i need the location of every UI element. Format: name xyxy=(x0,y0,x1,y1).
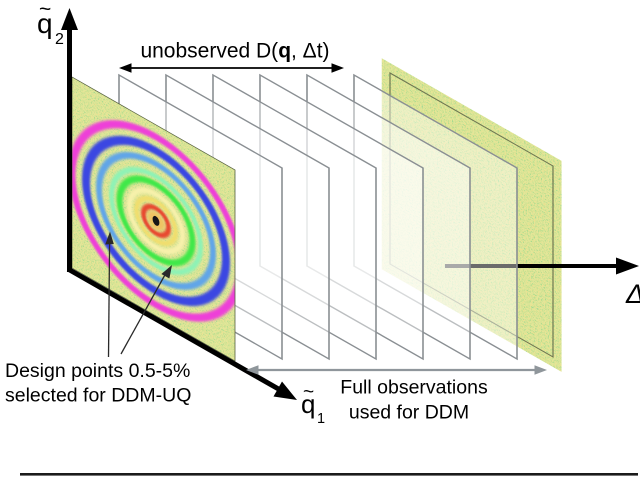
front-plane xyxy=(71,76,236,362)
q1-axis-line xyxy=(66,266,284,394)
full-obs-arrowhead-left xyxy=(246,365,259,375)
design-points-label-line1: Design points 0.5-5% xyxy=(5,360,190,382)
design-points-label: Design points 0.5-5% selected for DDM-UQ xyxy=(5,360,191,407)
ring-mint xyxy=(109,166,203,276)
unobserved-plane-5 xyxy=(306,73,471,361)
full-observations-label-line2: used for DDM xyxy=(349,402,469,424)
q1-label-symbol: q xyxy=(301,389,315,419)
q2-label-tilde: ~ xyxy=(39,0,51,21)
ring-magenta xyxy=(72,120,235,322)
dt-axis-label: Δt xyxy=(625,279,640,309)
ring-yellow xyxy=(134,195,178,246)
dt-axis-arrowhead xyxy=(616,257,639,275)
unobserved-arrowhead-left xyxy=(119,63,132,73)
ring-steel-blue xyxy=(96,151,216,290)
back-plane-noise xyxy=(390,73,553,357)
unobserved-plane-4 xyxy=(259,73,424,361)
q2-axis-arrowhead xyxy=(61,8,78,30)
full-obs-arrowhead-right xyxy=(534,365,547,375)
q2-label-subscript: 2 xyxy=(55,31,64,48)
center-dot xyxy=(152,215,160,226)
unobserved-plane-6 xyxy=(353,73,518,361)
ring-cream xyxy=(127,187,185,255)
q1-label-subscript: 1 xyxy=(317,411,325,427)
back-plane-edge xyxy=(389,72,554,358)
bottom-divider xyxy=(20,473,638,476)
q2-label-symbol: q xyxy=(37,8,53,39)
design-points-arrow-1 xyxy=(105,231,114,358)
unobserved-arrowhead-right xyxy=(331,63,344,73)
unobserved-range-arrow xyxy=(119,63,344,73)
full-observations-label-line1: Full observations xyxy=(340,377,488,399)
q2-axis-label: q ~ 2 xyxy=(37,0,64,48)
unobserved-label: unobserved D(q, Δt) xyxy=(140,40,329,63)
design-points-arrow-2 xyxy=(120,265,172,355)
full-observations-label: Full observations used for DDM xyxy=(340,377,488,424)
q1-axis-arrowhead xyxy=(273,381,297,400)
q1-label-tilde: ~ xyxy=(303,382,314,403)
design-points-label-line2: selected for DDM-UQ xyxy=(5,385,191,407)
full-observations-arrow xyxy=(246,365,547,375)
ring-red xyxy=(141,203,171,239)
q1-axis-label: q ~ 1 xyxy=(301,382,325,427)
ring-green xyxy=(116,175,196,267)
back-plane xyxy=(389,72,554,358)
